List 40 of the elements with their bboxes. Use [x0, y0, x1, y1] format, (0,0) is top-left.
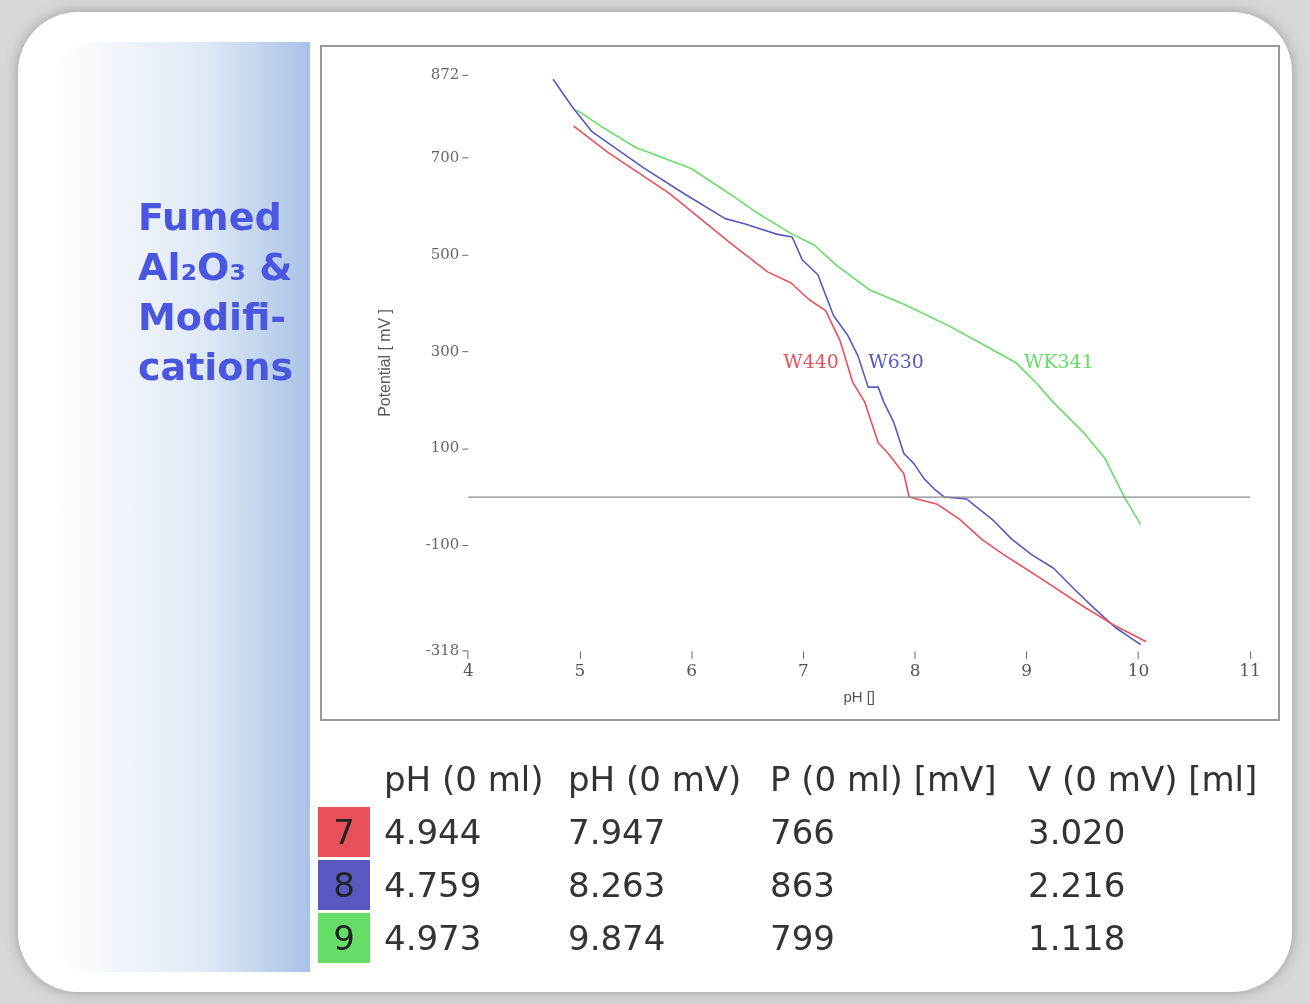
text: 799 — [770, 917, 836, 958]
x-tick-label: 9 — [1021, 660, 1033, 681]
text: V (0 mV) [ml] — [1028, 758, 1259, 799]
series-label: W630 — [868, 349, 924, 372]
text: pH (0 mV) — [568, 758, 743, 799]
y-tick-label: -100 — [425, 535, 460, 554]
y-tick-label: 872 — [430, 64, 460, 83]
x-tick-label: 11 — [1239, 660, 1261, 681]
series-label: W440 — [783, 349, 839, 372]
text: 863 — [770, 864, 836, 905]
series-label: WK341 — [1024, 349, 1094, 372]
y-tick-label: 500 — [430, 244, 460, 263]
y-tick-label: 100 — [430, 438, 460, 457]
x-tick-label: 6 — [686, 660, 698, 681]
text: 7.947 — [568, 811, 667, 852]
y-tick-label: 300 — [430, 341, 460, 360]
text: 1.118 — [1028, 917, 1127, 958]
x-tick-label: 4 — [462, 660, 474, 681]
text: 9.874 — [568, 917, 667, 958]
text: 3.020 — [1028, 811, 1127, 852]
swatch: 7 — [318, 806, 370, 857]
x-tick-label: 8 — [909, 660, 921, 681]
text: 4.759 — [384, 864, 483, 905]
swatch: 8 — [318, 859, 370, 910]
y-tick-label: 700 — [430, 147, 460, 166]
text: 4.973 — [384, 917, 483, 958]
text: P (0 ml) [mV] — [770, 758, 998, 799]
y-tick-label: -318 — [425, 640, 460, 659]
text: 2.216 — [1028, 864, 1127, 905]
text: 8.263 — [568, 864, 667, 905]
x-tick-label: 7 — [797, 660, 809, 681]
text: Fumed Al₂O₃ & Modifi-cations — [138, 194, 295, 391]
text: 766 — [770, 811, 836, 852]
text: 4.944 — [384, 811, 483, 852]
x-axis-title: pH [] — [843, 688, 875, 706]
x-tick-label: 10 — [1127, 660, 1150, 681]
swatch: 9 — [318, 912, 370, 963]
x-tick-label: 5 — [574, 660, 586, 681]
y-axis-title: Potential [ mV ] — [375, 309, 393, 417]
text: pH (0 ml) — [384, 758, 545, 799]
